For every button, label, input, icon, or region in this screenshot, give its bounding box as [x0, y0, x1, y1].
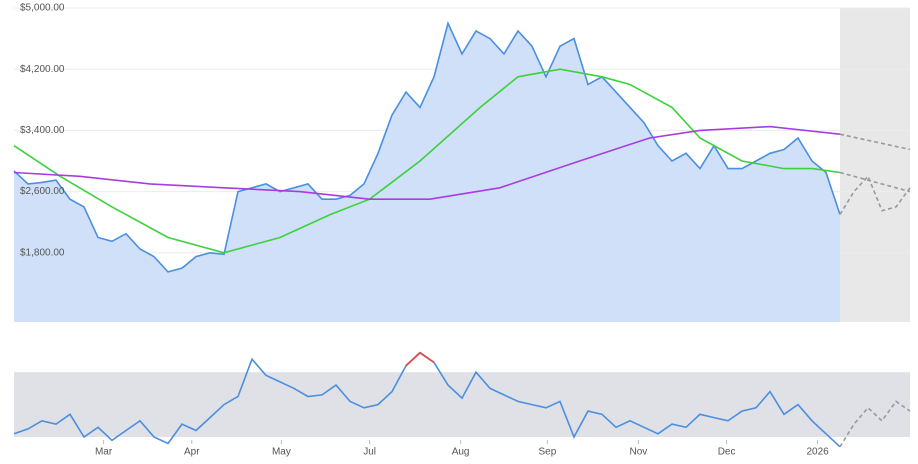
alert-segment — [419, 351, 435, 364]
y-tick-label: $1,800.00 — [20, 247, 65, 258]
area — [14, 23, 840, 323]
line — [839, 174, 911, 215]
x-tick-label: Sep — [539, 447, 557, 458]
y-tick-label: $5,000.00 — [20, 3, 65, 14]
x-tick-label: May — [272, 447, 291, 458]
y-tick-label: $4,200.00 — [20, 64, 65, 75]
alert-segment — [405, 352, 421, 367]
y-tick-label: $2,600.00 — [20, 186, 65, 197]
line — [13, 68, 841, 254]
line — [839, 400, 911, 448]
line — [13, 20, 841, 273]
x-tick-label: Jul — [363, 447, 376, 458]
band — [14, 372, 910, 438]
forecast-region — [840, 8, 910, 322]
line — [839, 133, 911, 151]
y-tick-label: $3,400.00 — [20, 125, 65, 136]
x-tick-label: Dec — [718, 447, 736, 458]
x-tick-label: Aug — [452, 447, 470, 458]
line — [13, 125, 841, 200]
x-tick-label: Mar — [95, 447, 113, 458]
x-tick-label: Apr — [184, 447, 200, 458]
x-tick-label: 2026 — [806, 447, 829, 458]
x-tick-label: Nov — [630, 447, 648, 458]
line — [839, 171, 911, 193]
